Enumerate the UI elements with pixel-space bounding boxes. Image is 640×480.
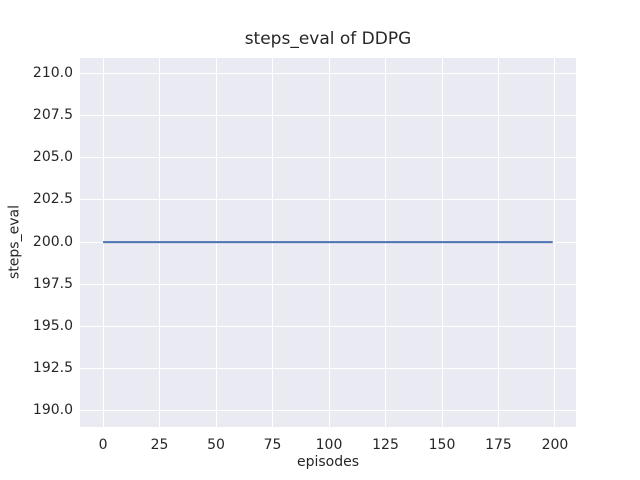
y-gridline	[80, 157, 576, 159]
x-tick-label: 150	[428, 437, 456, 453]
x-axis-label: episodes	[296, 454, 360, 470]
x-tick-label: 125	[372, 437, 399, 453]
x-tick-label: 0	[98, 437, 108, 453]
y-gridline	[80, 326, 576, 328]
y-tick-label: 205.0	[32, 149, 73, 166]
x-tick-label: 50	[207, 437, 225, 453]
y-axis-label: steps_eval	[6, 205, 23, 279]
y-gridline	[80, 199, 576, 201]
y-gridline	[80, 283, 576, 285]
chart-title: steps_eval of DDPG	[244, 29, 412, 49]
y-gridline	[80, 114, 576, 116]
x-tick-label: 75	[263, 437, 282, 453]
x-tick-label: 100	[315, 437, 343, 453]
plot-area	[80, 58, 576, 427]
y-tick-label: 190.0	[32, 402, 73, 419]
x-tick-label: 175	[485, 437, 512, 453]
y-tick-label: 192.5	[32, 360, 73, 377]
y-gridline	[80, 410, 576, 412]
x-tick-label: 200	[541, 437, 569, 453]
x-tick-label: 25	[150, 437, 169, 453]
y-gridline	[80, 72, 576, 74]
y-tick-label: 210.0	[32, 64, 73, 81]
y-tick-label: 195.0	[32, 318, 73, 335]
y-gridline	[80, 368, 576, 370]
series-line-layer	[103, 241, 553, 244]
y-tick-label: 200.0	[32, 233, 73, 250]
y-tick-label: 202.5	[32, 191, 73, 208]
y-tick-label: 197.5	[32, 275, 73, 292]
y-tick-label: 207.5	[32, 106, 73, 123]
